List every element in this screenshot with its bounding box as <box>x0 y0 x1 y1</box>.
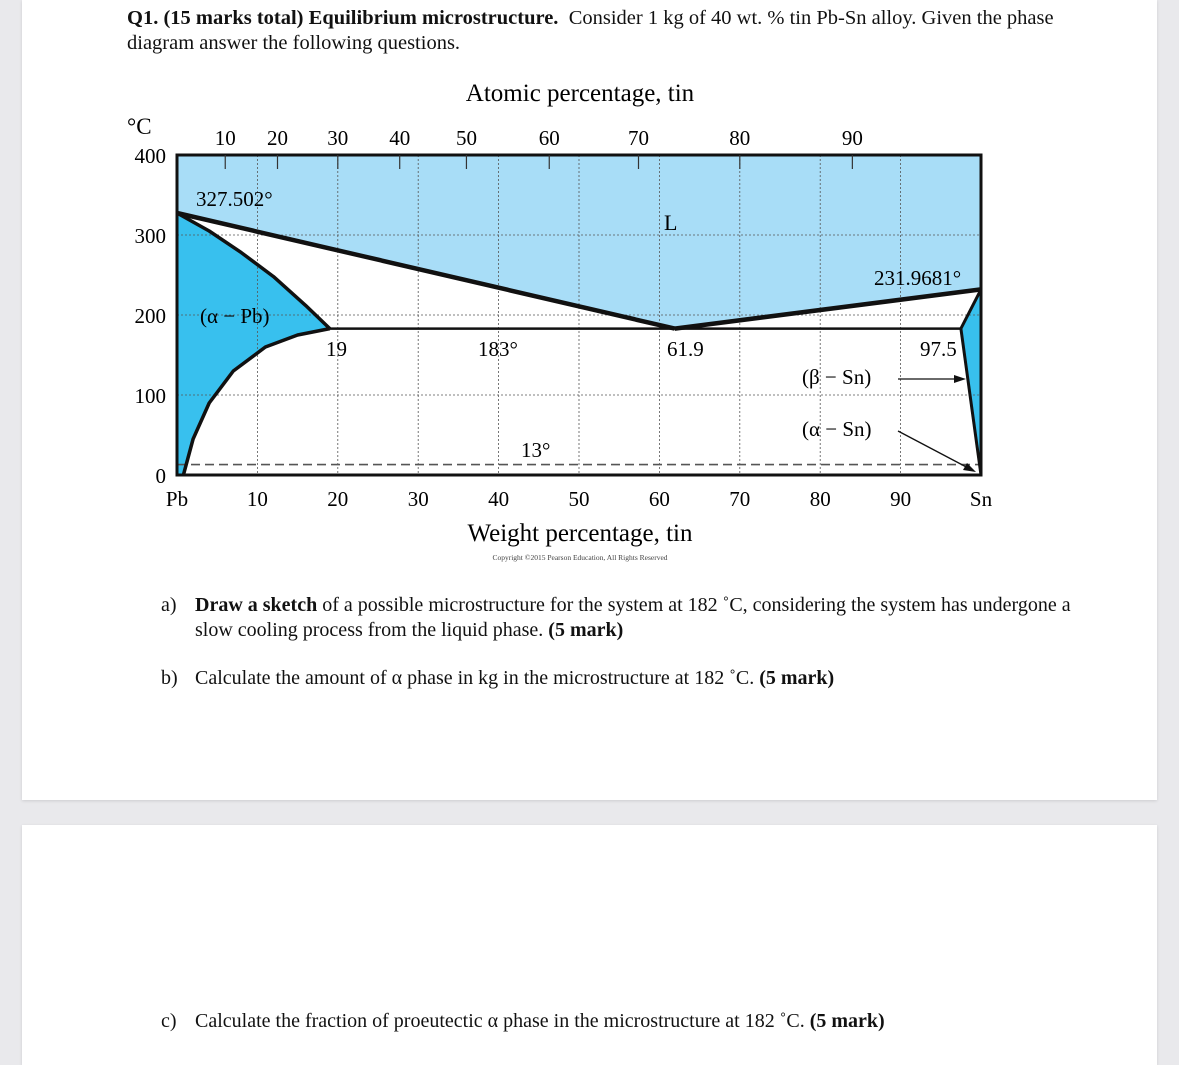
top-axis-tick-label: 10 <box>215 126 236 150</box>
part-a: a) Draw a sketch of a possible microstru… <box>161 593 1081 643</box>
top-axis-tick-label: 30 <box>327 126 348 150</box>
label-alpha-pb: (α − Pb) <box>200 304 270 328</box>
part-c: c) Calculate the fraction of proeutectic… <box>161 1009 1081 1034</box>
top-axis-tick-label: 70 <box>628 126 649 150</box>
part-b: b) Calculate the amount of α phase in kg… <box>161 666 1081 691</box>
question-number: Q1. <box>127 7 159 29</box>
alpha-pb-region <box>177 213 330 475</box>
label-beta-eutectic-composition: 97.5 <box>920 337 957 361</box>
x-tick-label: 50 <box>569 487 590 511</box>
x-tick-label: 40 <box>488 487 509 511</box>
liquidus-right-line <box>674 287 982 331</box>
question-card-continued <box>22 825 1157 1065</box>
part-label: a) <box>161 594 177 616</box>
x-tick-label: Pb <box>166 487 188 511</box>
question-text: Consider 1 kg of 40 wt. % tin Pb-Sn allo… <box>127 7 1054 54</box>
beta-solvus-line <box>959 328 983 476</box>
x-tick-label: 30 <box>408 487 429 511</box>
top-axis-tick-label: 40 <box>389 126 410 150</box>
x-axis-title: Weight percentage, tin <box>468 520 693 547</box>
y-tick-label: 0 <box>156 464 167 488</box>
y-tick-label: 200 <box>135 304 167 328</box>
arrow-head-icon <box>963 463 976 472</box>
label-beta-sn: (β − Sn) <box>802 365 871 389</box>
label-pb-melting-point: 327.502° <box>196 187 273 211</box>
x-tick-label: Sn <box>970 487 993 511</box>
copyright-text: Copyright ©2015 Pearson Education, All R… <box>492 553 667 562</box>
arrow-head-icon <box>954 375 966 383</box>
part-marks: (5 mark) <box>759 667 835 689</box>
label-sn-melting-point: 231.9681° <box>874 266 961 290</box>
top-axis-title: Atomic percentage, tin <box>466 80 695 107</box>
label-eutectic-temperature: 183° <box>478 337 518 361</box>
y-tick-label: 300 <box>135 224 167 248</box>
liquid-region <box>177 155 981 329</box>
label-eutectic-composition: 61.9 <box>667 337 704 361</box>
question-marks: (15 marks total) <box>163 7 304 29</box>
plot-frame <box>175 153 983 477</box>
part-marks: (5 mark) <box>548 619 624 641</box>
y-tick-label: 100 <box>135 384 167 408</box>
alpha-sn-arrow <box>897 430 973 471</box>
question-header: Q1. (15 marks total) Equilibrium microst… <box>127 6 1067 56</box>
x-tick-label: 20 <box>327 487 348 511</box>
liquidus-left-line <box>176 210 676 331</box>
alpha-solvus-line <box>181 326 331 476</box>
part-text: of a possible microstructure for the sys… <box>195 594 1071 641</box>
phase-diagram: 10 20 30 40 50 60 70 80 90 Pb 10 20 30 40 50 60 70 80 90 Sn… <box>127 80 993 562</box>
part-text: Calculate the fraction of proeutectic α … <box>195 1010 810 1032</box>
label-alpha-eutectic-composition: 19 <box>326 337 347 361</box>
question-title: Equilibrium microstructure. <box>308 7 559 29</box>
beta-solidus-line <box>959 288 983 330</box>
top-axis-tick-label: 20 <box>267 126 288 150</box>
x-tick-label: 90 <box>890 487 911 511</box>
label-transformation-temperature: 13° <box>521 438 550 462</box>
x-tick-label: 60 <box>649 487 670 511</box>
top-axis-tick-label: 50 <box>456 126 477 150</box>
x-tick-label: 10 <box>247 487 268 511</box>
part-label: b) <box>161 667 178 689</box>
top-axis-tick-label: 90 <box>842 126 863 150</box>
top-axis-tick-label: 60 <box>539 126 560 150</box>
alpha-solidus-line <box>176 211 332 330</box>
part-bold-lead: Draw a sketch <box>195 594 318 616</box>
x-tick-label: 80 <box>810 487 831 511</box>
label-liquid: L <box>664 210 677 235</box>
y-tick-label: 400 <box>135 144 167 168</box>
label-alpha-sn: (α − Sn) <box>802 417 872 441</box>
x-tick-label: 70 <box>729 487 750 511</box>
part-text: Calculate the amount of α phase in kg in… <box>195 667 760 689</box>
part-label: c) <box>161 1010 177 1032</box>
y-axis-unit: °C <box>127 114 152 139</box>
top-axis-tick-label: 80 <box>729 126 750 150</box>
part-marks: (5 mark) <box>809 1010 885 1032</box>
